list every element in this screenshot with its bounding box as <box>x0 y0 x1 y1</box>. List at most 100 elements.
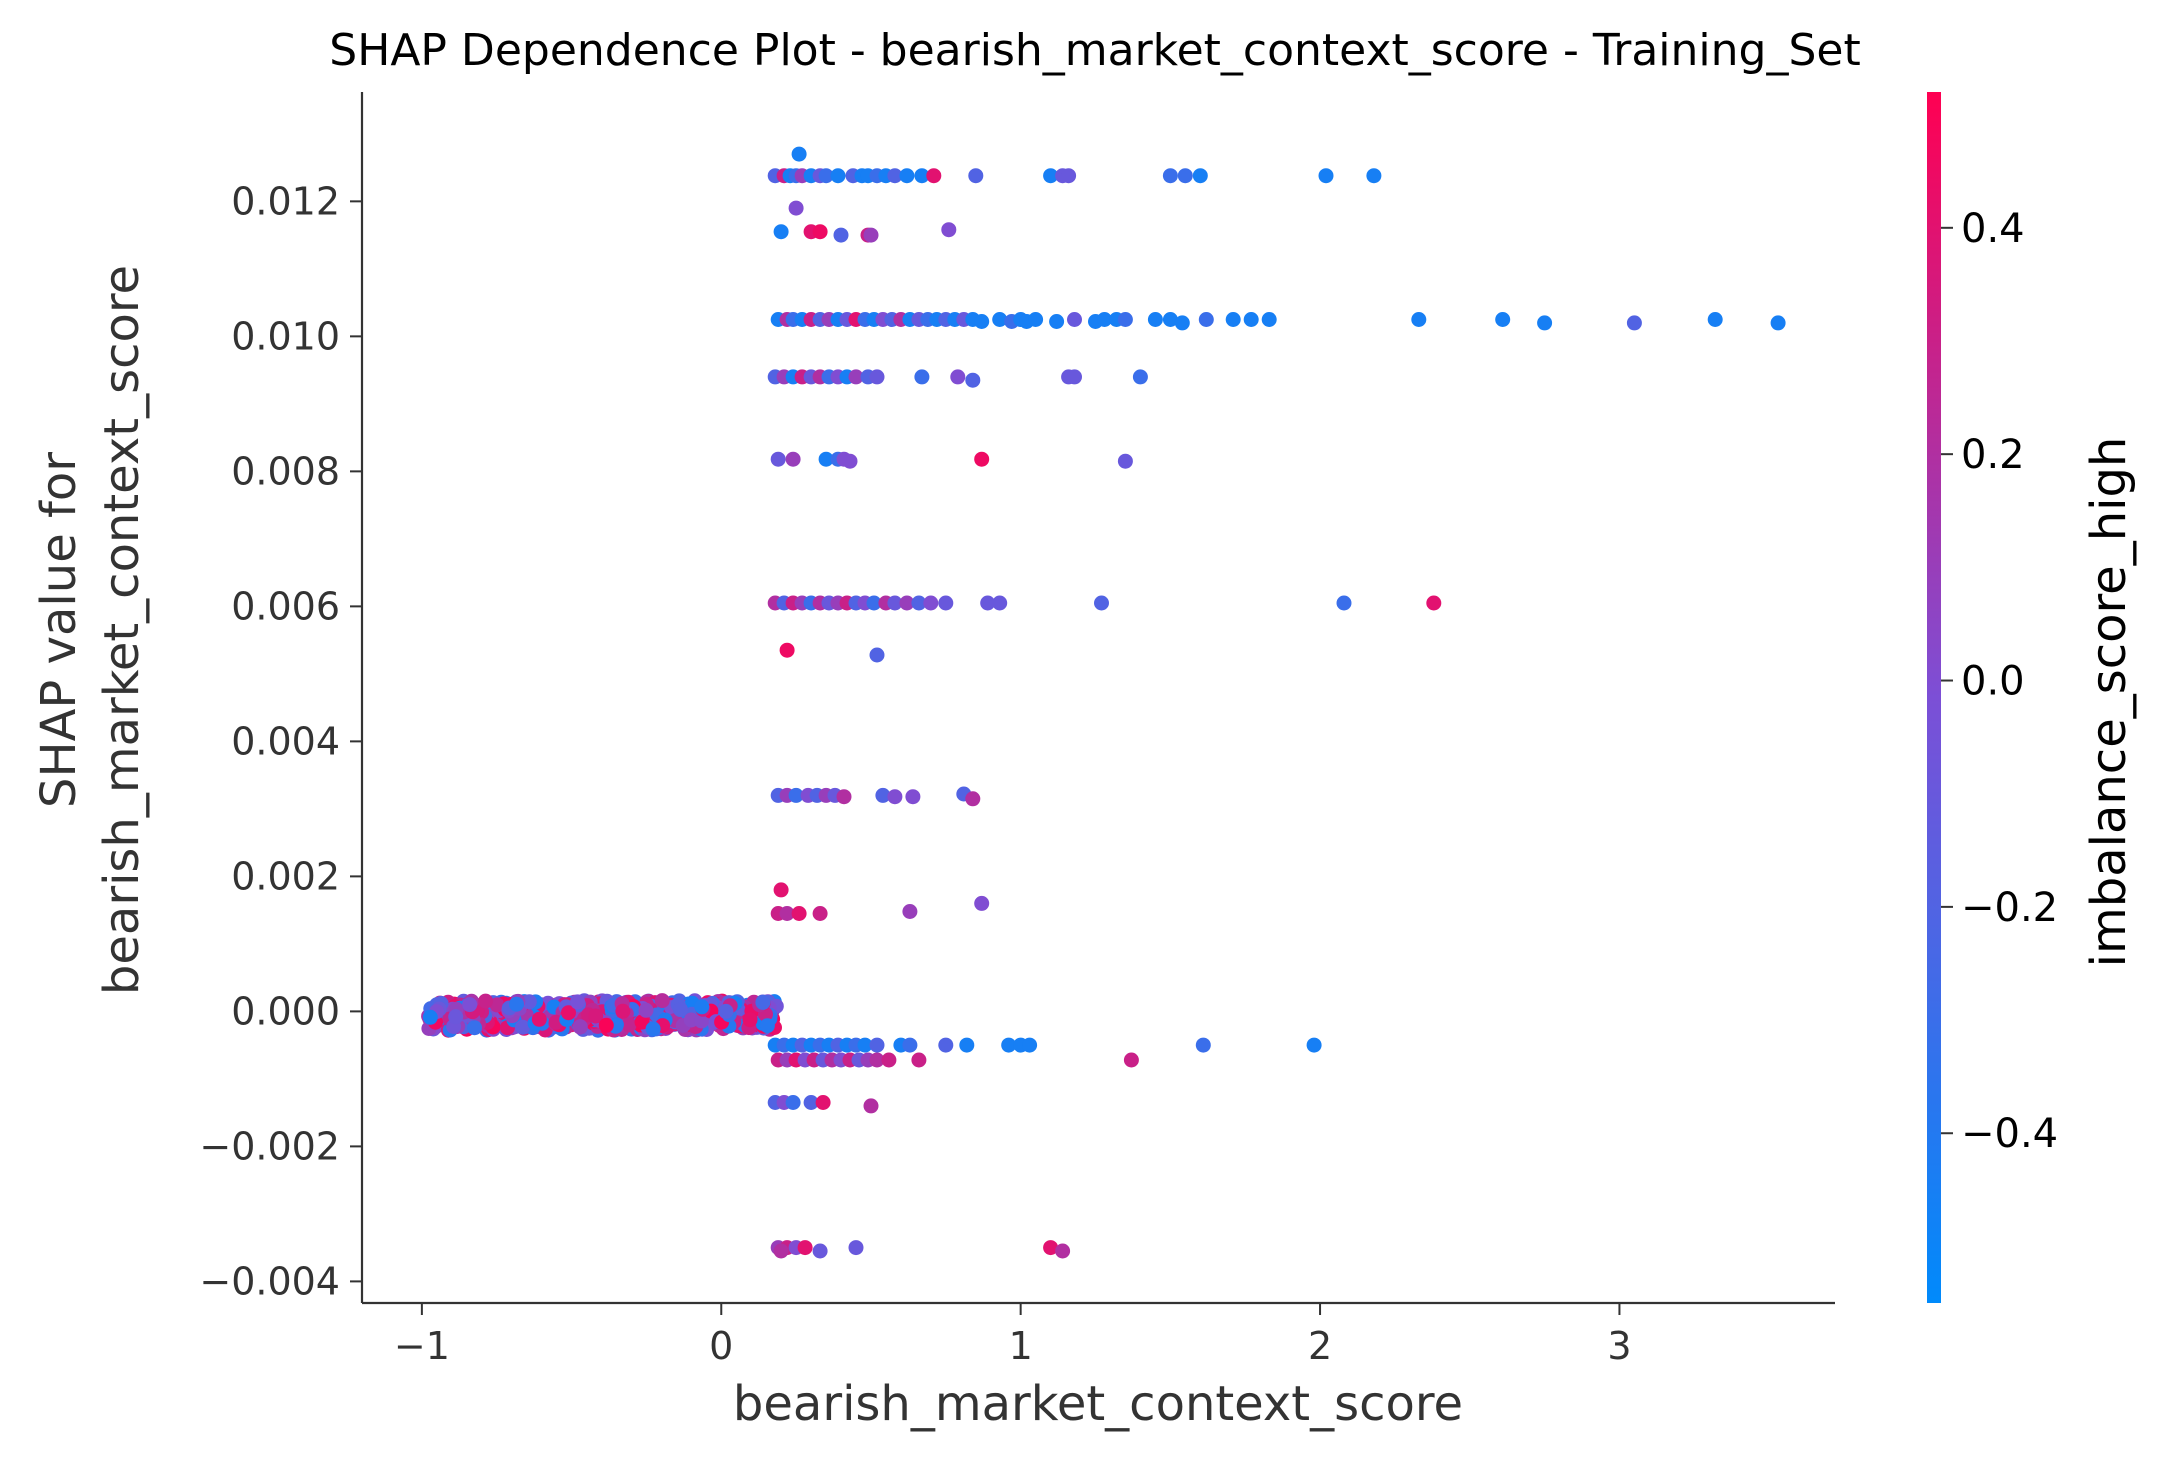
scatter-point <box>1198 312 1214 327</box>
scatter-point <box>902 904 918 919</box>
scatter-point <box>830 168 846 184</box>
scatter-point <box>1261 312 1277 327</box>
scatter-point <box>779 642 795 658</box>
scatter-point <box>1147 312 1163 327</box>
dense-band-point <box>462 997 478 1013</box>
scatter-point <box>1117 453 1133 469</box>
scatter-point <box>773 882 789 898</box>
dense-band-point <box>694 1013 710 1029</box>
scatter-point <box>923 595 939 611</box>
scatter-point <box>1225 312 1241 327</box>
y-tick-label: 0.012 <box>231 179 340 223</box>
scatter-point <box>1318 168 1334 184</box>
dense-band-point <box>634 1014 650 1030</box>
scatter-point <box>959 1037 975 1053</box>
scatter-point <box>1132 369 1148 385</box>
colorbar-label: imbalance_score_high <box>2081 437 2137 968</box>
scatter-point <box>1162 168 1178 184</box>
scatter-point <box>770 451 786 467</box>
scatter-point <box>968 168 984 184</box>
scatter-point <box>938 595 954 611</box>
colorbar-tick-label: −0.2 <box>1961 885 2058 931</box>
scatter-point <box>1162 312 1178 327</box>
scatter-point <box>1043 168 1059 184</box>
scatter-point <box>974 451 990 467</box>
x-tick-label: 1 <box>1009 1324 1033 1368</box>
scatter-point <box>887 595 903 611</box>
scatter-point <box>902 1037 918 1053</box>
scatter-point <box>965 791 981 807</box>
scatter-point <box>812 906 828 921</box>
y-tick-label: −0.002 <box>199 1124 340 1168</box>
scatter-point <box>812 1243 828 1259</box>
scatter-point <box>1094 595 1109 611</box>
dense-band-point <box>515 1019 531 1035</box>
scatter-point <box>926 168 942 184</box>
scatter-point <box>1174 315 1190 331</box>
scatter-point <box>914 168 930 184</box>
scatter-point <box>791 906 807 921</box>
scatter-point <box>1192 168 1208 184</box>
dense-band-point <box>570 994 586 1010</box>
colorbar-tick-label: −0.4 <box>1961 1111 2058 1157</box>
y-tick-label: −0.004 <box>199 1259 340 1303</box>
scatter-point <box>1495 312 1511 327</box>
dense-band-point <box>673 1002 688 1018</box>
dense-band-point <box>694 999 710 1015</box>
scatter-point <box>1626 315 1642 331</box>
scatter-point <box>938 1037 954 1053</box>
scatter-point <box>863 1098 879 1114</box>
scatter-point <box>869 647 885 663</box>
scatter-point <box>785 1095 801 1110</box>
scatter-point <box>941 222 957 238</box>
scatter-point <box>1336 595 1352 611</box>
scatter-point <box>1306 1037 1322 1053</box>
scatter-point <box>905 789 921 805</box>
scatter-point <box>836 789 852 805</box>
y-axis-ticks: −0.004 −0.002 0.000 0.002 0.004 0.006 0.008 0.0… <box>199 179 362 1303</box>
scatter-point <box>899 595 915 611</box>
scatter-point <box>788 787 804 803</box>
dense-band-point <box>561 1005 576 1021</box>
scatter-point <box>1537 315 1553 331</box>
scatter-point <box>818 168 834 184</box>
colorbar-tick-label: 0.0 <box>1961 659 2025 705</box>
scatter-point <box>1366 168 1382 184</box>
y-axis-label: SHAP value for bearish_market_context_sc… <box>31 265 150 995</box>
scatter-point <box>1411 312 1427 327</box>
dense-band-point <box>638 1002 654 1018</box>
dense-band-point <box>645 1021 661 1037</box>
dense-band-point <box>572 1019 588 1035</box>
x-tick-label: 3 <box>1607 1324 1631 1368</box>
y-tick-label: 0.006 <box>231 584 340 628</box>
y-tick-label: 0.000 <box>231 989 340 1033</box>
scatter-point <box>1770 315 1786 331</box>
scatter-point <box>911 1052 927 1068</box>
scatter-point <box>1028 312 1044 327</box>
colorbar-tick-label: 0.2 <box>1961 432 2025 478</box>
dense-band-point <box>718 1003 734 1019</box>
dense-band-point <box>615 1003 631 1019</box>
scatter-point <box>791 146 807 162</box>
scatter-point <box>1426 595 1442 611</box>
scatter-point <box>1097 312 1112 327</box>
dense-band-point <box>478 993 494 1009</box>
chart-title: SHAP Dependence Plot - bearish_market_co… <box>329 25 1860 76</box>
dense-band-point <box>467 1020 482 1036</box>
dense-band-point <box>489 997 505 1013</box>
scatter-point <box>914 369 930 385</box>
x-axis-ticks: −1 0 1 2 3 <box>394 1303 1632 1368</box>
scatter-point <box>1061 168 1077 184</box>
scatter-point <box>779 906 795 921</box>
scatter-point <box>992 312 1008 327</box>
scatter-point <box>1067 312 1082 327</box>
scatter-point <box>803 1095 819 1110</box>
scatter-point <box>1177 168 1193 184</box>
scatter-point <box>974 895 990 911</box>
dense-band-point <box>521 994 537 1010</box>
scatter-point <box>980 595 996 611</box>
scatter-point <box>1022 1037 1038 1053</box>
y-axis-label-line-1: SHAP value for <box>31 452 87 808</box>
